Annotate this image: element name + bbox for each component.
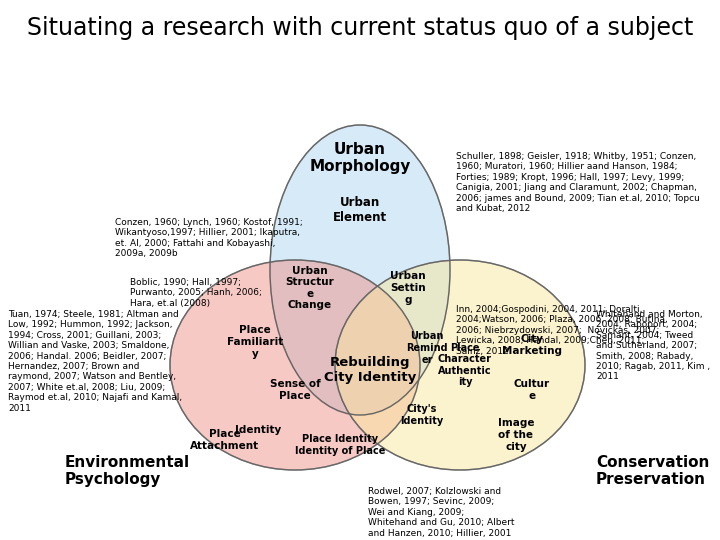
Text: Image
of the
city: Image of the city — [498, 418, 534, 451]
Text: Sense of
Place: Sense of Place — [269, 379, 320, 401]
Text: Urban
Remind
er: Urban Remind er — [406, 332, 448, 364]
Text: Boblic, 1990; Hall, 1997;
Purwanto, 2005; Hanh, 2006;
Hara, et.al (2008): Boblic, 1990; Hall, 1997; Purwanto, 2005… — [130, 278, 262, 308]
Text: Situating a research with current status quo of a subject: Situating a research with current status… — [27, 16, 693, 40]
Text: Tuan, 1974; Steele, 1981; Altman and
Low, 1992; Hummon, 1992; Jackson,
1994; Cro: Tuan, 1974; Steele, 1981; Altman and Low… — [8, 310, 182, 413]
Text: Rodwel, 2007; Kolzlowski and
Bowen, 1997; Sevinc, 2009;
Wei and Kiang, 2009;
Whi: Rodwel, 2007; Kolzlowski and Bowen, 1997… — [368, 487, 515, 538]
Text: Inn, 2004;Gospodini, 2004, 2011; Doralti,
2004;Watson, 2006; Plaza, 2006, 2008; : Inn, 2004;Gospodini, 2004, 2011; Doralti… — [456, 305, 667, 356]
Ellipse shape — [335, 260, 585, 470]
Text: Place
Attachment: Place Attachment — [190, 429, 260, 451]
Text: Conzen, 1960; Lynch, 1960; Kostof, 1991;
Wikantyoso,1997; Hillier, 2001; Ikaputr: Conzen, 1960; Lynch, 1960; Kostof, 1991;… — [115, 218, 302, 258]
Text: Conservation
Preservation: Conservation Preservation — [596, 455, 709, 488]
Text: City
Marketing: City Marketing — [502, 334, 562, 356]
Text: Place
Character
Authentic
ity: Place Character Authentic ity — [438, 342, 492, 387]
Text: Environmental
Psychology: Environmental Psychology — [65, 455, 190, 488]
Text: Schuller, 1898; Geisler, 1918; Whitby, 1951; Conzen,
1960; Muratori, 1960; Hilli: Schuller, 1898; Geisler, 1918; Whitby, 1… — [456, 152, 700, 213]
Ellipse shape — [270, 125, 450, 415]
Text: Cultur
e: Cultur e — [514, 379, 550, 401]
Text: Urban
Settin
g: Urban Settin g — [390, 272, 426, 305]
Text: City's
Identity: City's Identity — [400, 404, 444, 426]
Text: Whitehand and Morton,
2004; Rapoport, 2004;
Samant, 2004; Tweed
and Sutherland, : Whitehand and Morton, 2004; Rapoport, 20… — [596, 310, 710, 381]
Text: Rebuilding
City Identity: Rebuilding City Identity — [324, 356, 416, 384]
Text: Place
Familiarit
y: Place Familiarit y — [227, 326, 283, 359]
Text: Urban
Morphology: Urban Morphology — [310, 142, 410, 174]
Text: Urban
Structur
e
Change: Urban Structur e Change — [286, 266, 334, 310]
Text: Identity: Identity — [235, 425, 281, 435]
Text: Place Identity
Identity of Place: Place Identity Identity of Place — [294, 434, 385, 456]
Text: Urban
Element: Urban Element — [333, 196, 387, 224]
Ellipse shape — [170, 260, 420, 470]
